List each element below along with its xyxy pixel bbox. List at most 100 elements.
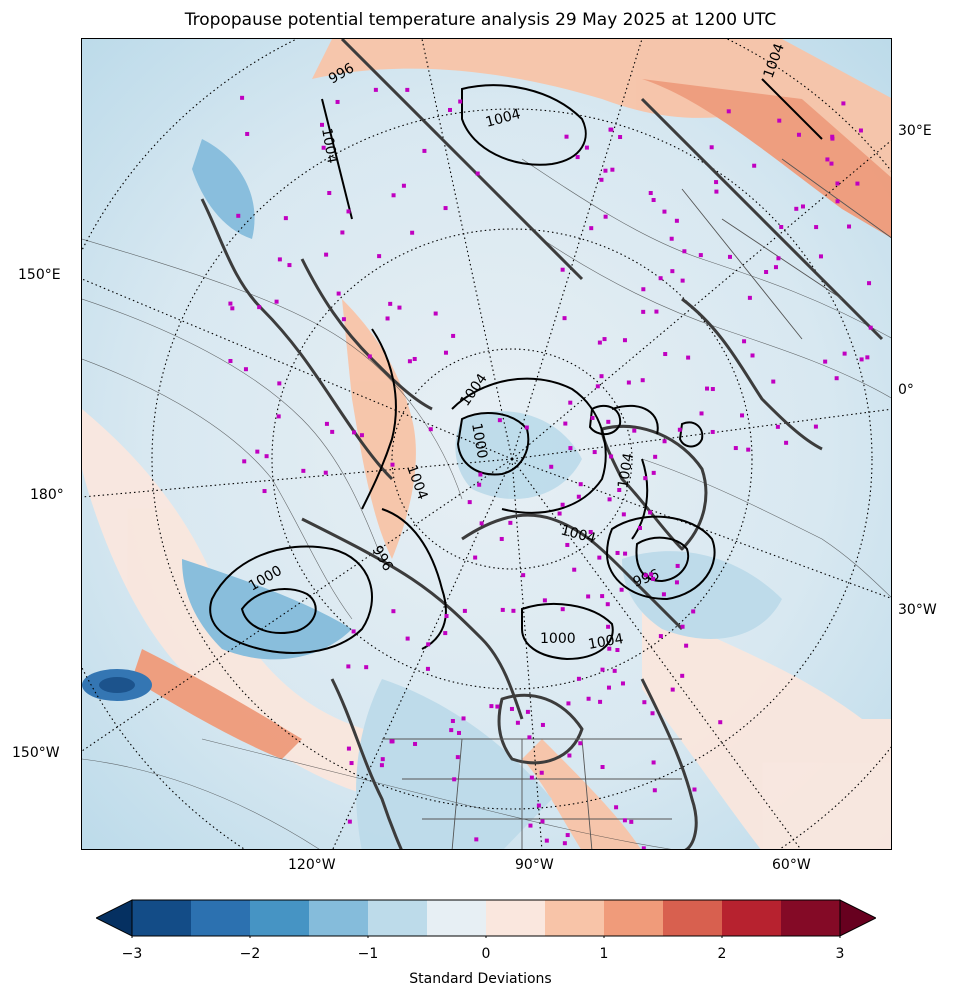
station-marker: [699, 411, 704, 416]
positive-anomaly-west-strong: [132, 649, 302, 759]
station-marker: [825, 157, 830, 162]
station-marker: [262, 489, 267, 494]
station-marker: [588, 529, 593, 534]
colorbar-tick-label: 0: [481, 946, 491, 962]
station-marker: [373, 87, 378, 92]
station-marker: [835, 181, 840, 186]
station-marker: [867, 281, 872, 286]
station-marker: [379, 763, 384, 768]
station-marker: [565, 542, 570, 547]
station-marker: [346, 209, 351, 214]
station-marker: [473, 555, 478, 560]
station-marker: [584, 145, 589, 150]
station-marker: [740, 413, 745, 418]
station-marker: [622, 818, 627, 823]
station-marker: [680, 673, 685, 678]
station-marker: [330, 429, 335, 434]
station-marker: [710, 429, 715, 434]
station-marker: [829, 161, 834, 166]
colorbar-bin: [781, 900, 841, 936]
station-marker: [277, 257, 282, 262]
station-marker: [283, 216, 288, 221]
colorbar-bin: [368, 900, 428, 936]
station-marker: [654, 309, 659, 314]
station-marker: [602, 337, 607, 342]
station-marker: [475, 171, 480, 176]
isobar-low-pacific: [209, 545, 373, 654]
station-marker: [257, 305, 262, 310]
station-marker: [747, 295, 752, 300]
station-marker: [324, 252, 329, 257]
station-marker: [746, 447, 751, 452]
negative-anomaly-atlantic: [622, 551, 782, 639]
station-marker: [367, 354, 372, 359]
colorbar-extend-high: [839, 899, 878, 937]
colorbar-tick-label: 2: [717, 946, 727, 962]
station-marker: [467, 500, 472, 505]
station-marker: [352, 430, 357, 435]
station-marker: [511, 608, 516, 613]
station-marker: [447, 107, 452, 112]
station-marker: [578, 741, 583, 746]
station-marker: [607, 646, 612, 651]
station-marker: [540, 819, 545, 824]
station-marker: [643, 476, 648, 481]
station-marker: [698, 253, 703, 258]
station-marker: [605, 602, 610, 607]
station-marker: [650, 711, 655, 716]
lon-label-150w: 150°W: [12, 745, 60, 761]
isobar-1004-greenland: [631, 458, 649, 540]
station-marker: [600, 594, 605, 599]
station-marker: [274, 299, 279, 304]
station-marker: [714, 189, 719, 194]
station-marker: [651, 760, 656, 765]
station-marker: [497, 418, 502, 423]
station-marker: [564, 134, 569, 139]
station-marker: [443, 350, 448, 355]
station-marker: [669, 236, 674, 241]
station-marker: [589, 226, 594, 231]
station-marker: [565, 833, 570, 838]
station-marker: [823, 359, 828, 364]
station-marker: [539, 770, 544, 775]
map-panel: 996 1004 1004 1004 1004 1000 1004 1004 1…: [81, 38, 892, 850]
station-marker: [599, 374, 604, 379]
station-marker: [515, 720, 520, 725]
station-marker: [658, 276, 663, 281]
isobar-low-labrador: [521, 603, 614, 661]
station-marker: [752, 163, 757, 168]
station-marker: [426, 642, 431, 647]
station-marker: [680, 278, 685, 283]
pressure-label: 1000: [540, 631, 576, 647]
coast-scandinavia: [681, 297, 823, 451]
coast-na-west: [330, 678, 403, 849]
station-marker: [500, 607, 505, 612]
positive-anomaly-central: [342, 299, 416, 559]
station-marker: [576, 494, 581, 499]
thin-contours: [82, 158, 891, 849]
station-marker: [428, 427, 433, 432]
isobar-ring-small2: [678, 421, 704, 448]
station-marker: [590, 415, 595, 420]
colorbar-tick-label: −2: [239, 946, 261, 962]
station-marker: [714, 180, 719, 185]
colorbar-tick-label: 3: [835, 946, 845, 962]
colorbar-bin: [486, 900, 546, 936]
station-marker: [495, 704, 500, 709]
isobar-ring-small: [588, 404, 622, 436]
station-marker: [620, 681, 625, 686]
coast-asia-east: [200, 198, 394, 481]
station-marker: [608, 127, 613, 132]
colorbar-bin: [250, 900, 310, 936]
station-marker: [779, 224, 784, 229]
station-marker: [557, 511, 562, 516]
station-marker: [610, 167, 615, 172]
station-marker: [830, 136, 835, 141]
colorbar-tick-label: −1: [357, 946, 379, 962]
station-marker: [619, 587, 624, 592]
station-marker: [549, 464, 554, 469]
station-marker: [597, 555, 602, 560]
pressure-contours: [209, 78, 823, 661]
station-marker: [385, 316, 390, 321]
station-marker: [349, 761, 354, 766]
